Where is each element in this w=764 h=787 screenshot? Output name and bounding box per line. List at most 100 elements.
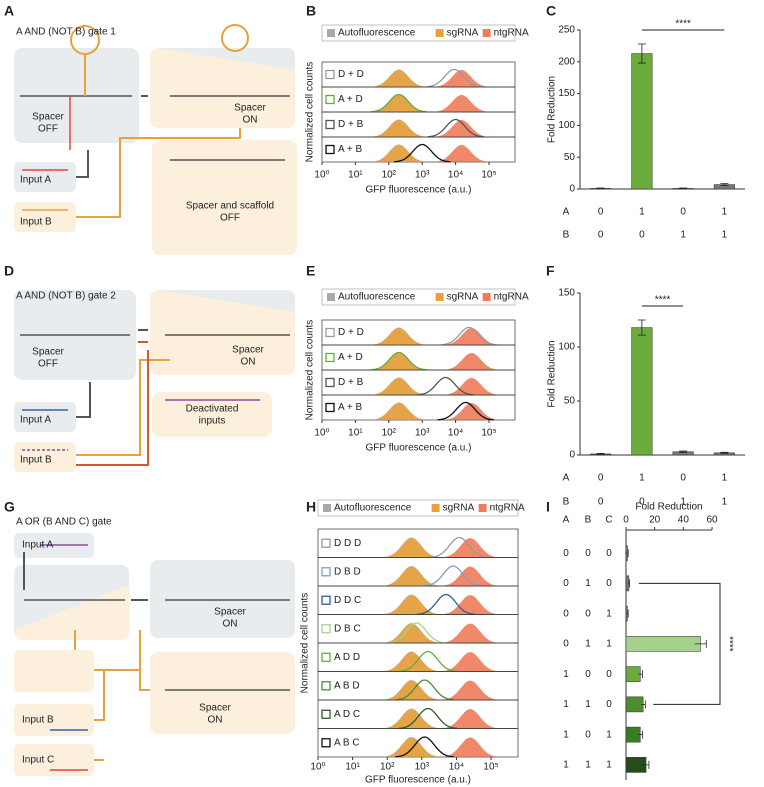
row-value: 0 — [585, 548, 591, 559]
y-tick-label: 150 — [558, 88, 575, 99]
row-name: B — [563, 230, 570, 241]
x-tick-label: 10² — [380, 762, 395, 773]
row-value: 0 — [585, 729, 591, 740]
error-bar — [720, 183, 729, 186]
significance-bracket — [638, 582, 721, 705]
diagram-a — [14, 24, 297, 255]
density-area — [382, 623, 441, 643]
legend-swatch — [327, 29, 335, 37]
x-tick-label: 10⁵ — [481, 428, 496, 439]
box — [150, 560, 295, 638]
error-bar — [638, 670, 643, 679]
panel-letter: F — [546, 263, 555, 279]
x-axis-label: Fold Reduction — [635, 502, 702, 513]
row-value: 0 — [563, 639, 569, 650]
density-line — [398, 650, 458, 672]
legend-label: sgRNA — [443, 503, 475, 514]
diagram-label: Input B — [20, 217, 52, 228]
row-value: 1 — [722, 473, 728, 484]
row-swatch — [321, 538, 331, 548]
x-tick-label: 10⁴ — [448, 428, 463, 439]
diagram-title: A AND (NOT B) gate 2 — [16, 291, 116, 302]
error-bar — [720, 451, 729, 454]
row-value: 0 — [585, 669, 591, 680]
density-area — [370, 70, 427, 87]
row-swatch — [321, 652, 331, 662]
density-line — [440, 326, 497, 346]
row-swatch — [325, 377, 335, 388]
diagram-label: Spacer — [32, 347, 64, 358]
x-tick-label: 10³ — [415, 170, 430, 181]
y-axis-label: Fold Reduction — [547, 76, 558, 143]
bar — [631, 327, 653, 456]
diagram-label: Input A — [20, 415, 51, 426]
error-bar — [638, 730, 643, 739]
error-bar — [641, 700, 646, 709]
row-label: D + B — [338, 377, 364, 388]
row-name: A — [563, 473, 570, 484]
diagram-label: Spacer and scaffold — [186, 201, 274, 212]
density-line — [398, 707, 458, 729]
x-tick-label: 10² — [382, 428, 397, 439]
row-label: A D C — [334, 709, 360, 720]
x-tick-label: 10⁰ — [314, 428, 329, 439]
column-label: B — [585, 515, 592, 526]
row-value: 1 — [606, 729, 612, 740]
significance-label: **** — [723, 636, 734, 652]
density-line — [423, 565, 483, 587]
panel-letter: I — [546, 499, 550, 515]
row-value: 1 — [680, 230, 686, 241]
legend-box — [321, 24, 516, 42]
panel-letter: C — [546, 3, 556, 19]
arrow — [76, 150, 89, 178]
bar — [625, 726, 641, 743]
legend-box — [317, 499, 519, 517]
density-area — [441, 623, 500, 643]
diagram-label: Deactivated — [186, 404, 239, 415]
x-axis-label: GFP fluorescence (a.u.) — [366, 185, 472, 196]
legend-label: Autofluorescence — [338, 28, 416, 39]
error-bar — [596, 187, 605, 190]
legend-label: sgRNA — [447, 292, 479, 303]
row-value: 1 — [722, 207, 728, 218]
x-tick-label: 40 — [678, 515, 690, 526]
density-area — [370, 328, 427, 345]
row-label: D + D — [338, 327, 364, 338]
panel-letter: H — [306, 499, 316, 515]
x-tick-label: 0 — [623, 515, 629, 526]
row-value: 0 — [563, 548, 569, 559]
row-swatch — [325, 402, 335, 413]
density-area — [370, 353, 427, 370]
row-label: A B D — [334, 680, 360, 691]
row-label: D + B — [338, 119, 364, 130]
row-label: A D D — [334, 652, 360, 663]
row-frame — [321, 136, 516, 163]
row-label: A + D — [338, 94, 363, 105]
row-value: 1 — [563, 760, 569, 771]
legend-label: Autofluorescence — [338, 292, 416, 303]
error-bar — [694, 639, 707, 648]
row-value: 1 — [585, 699, 591, 710]
diagram-label: OFF — [38, 359, 58, 370]
x-tick-label: 10⁰ — [310, 762, 325, 773]
density-area — [441, 680, 500, 700]
row-swatch — [325, 69, 335, 80]
row-value: 1 — [722, 497, 728, 508]
row-value: 0 — [563, 608, 569, 619]
diagram-label: Input A — [20, 175, 51, 186]
x-tick-label: 10⁰ — [314, 170, 329, 181]
error-bar — [637, 319, 646, 336]
density-area — [441, 652, 500, 672]
y-axis-label: Fold Reduction — [547, 340, 558, 407]
row-swatch — [321, 567, 331, 577]
y-tick-label: 250 — [558, 25, 575, 36]
row-label: A + D — [338, 352, 363, 363]
density-area — [382, 566, 441, 586]
y-tick-label: 200 — [558, 56, 575, 67]
error-bar — [637, 43, 646, 64]
row-label: A B C — [334, 737, 360, 748]
x-axis-label: GFP fluorescence (a.u.) — [365, 775, 471, 786]
row-value: 1 — [606, 639, 612, 650]
density-line — [395, 736, 454, 758]
diagram-label: OFF — [38, 124, 58, 135]
